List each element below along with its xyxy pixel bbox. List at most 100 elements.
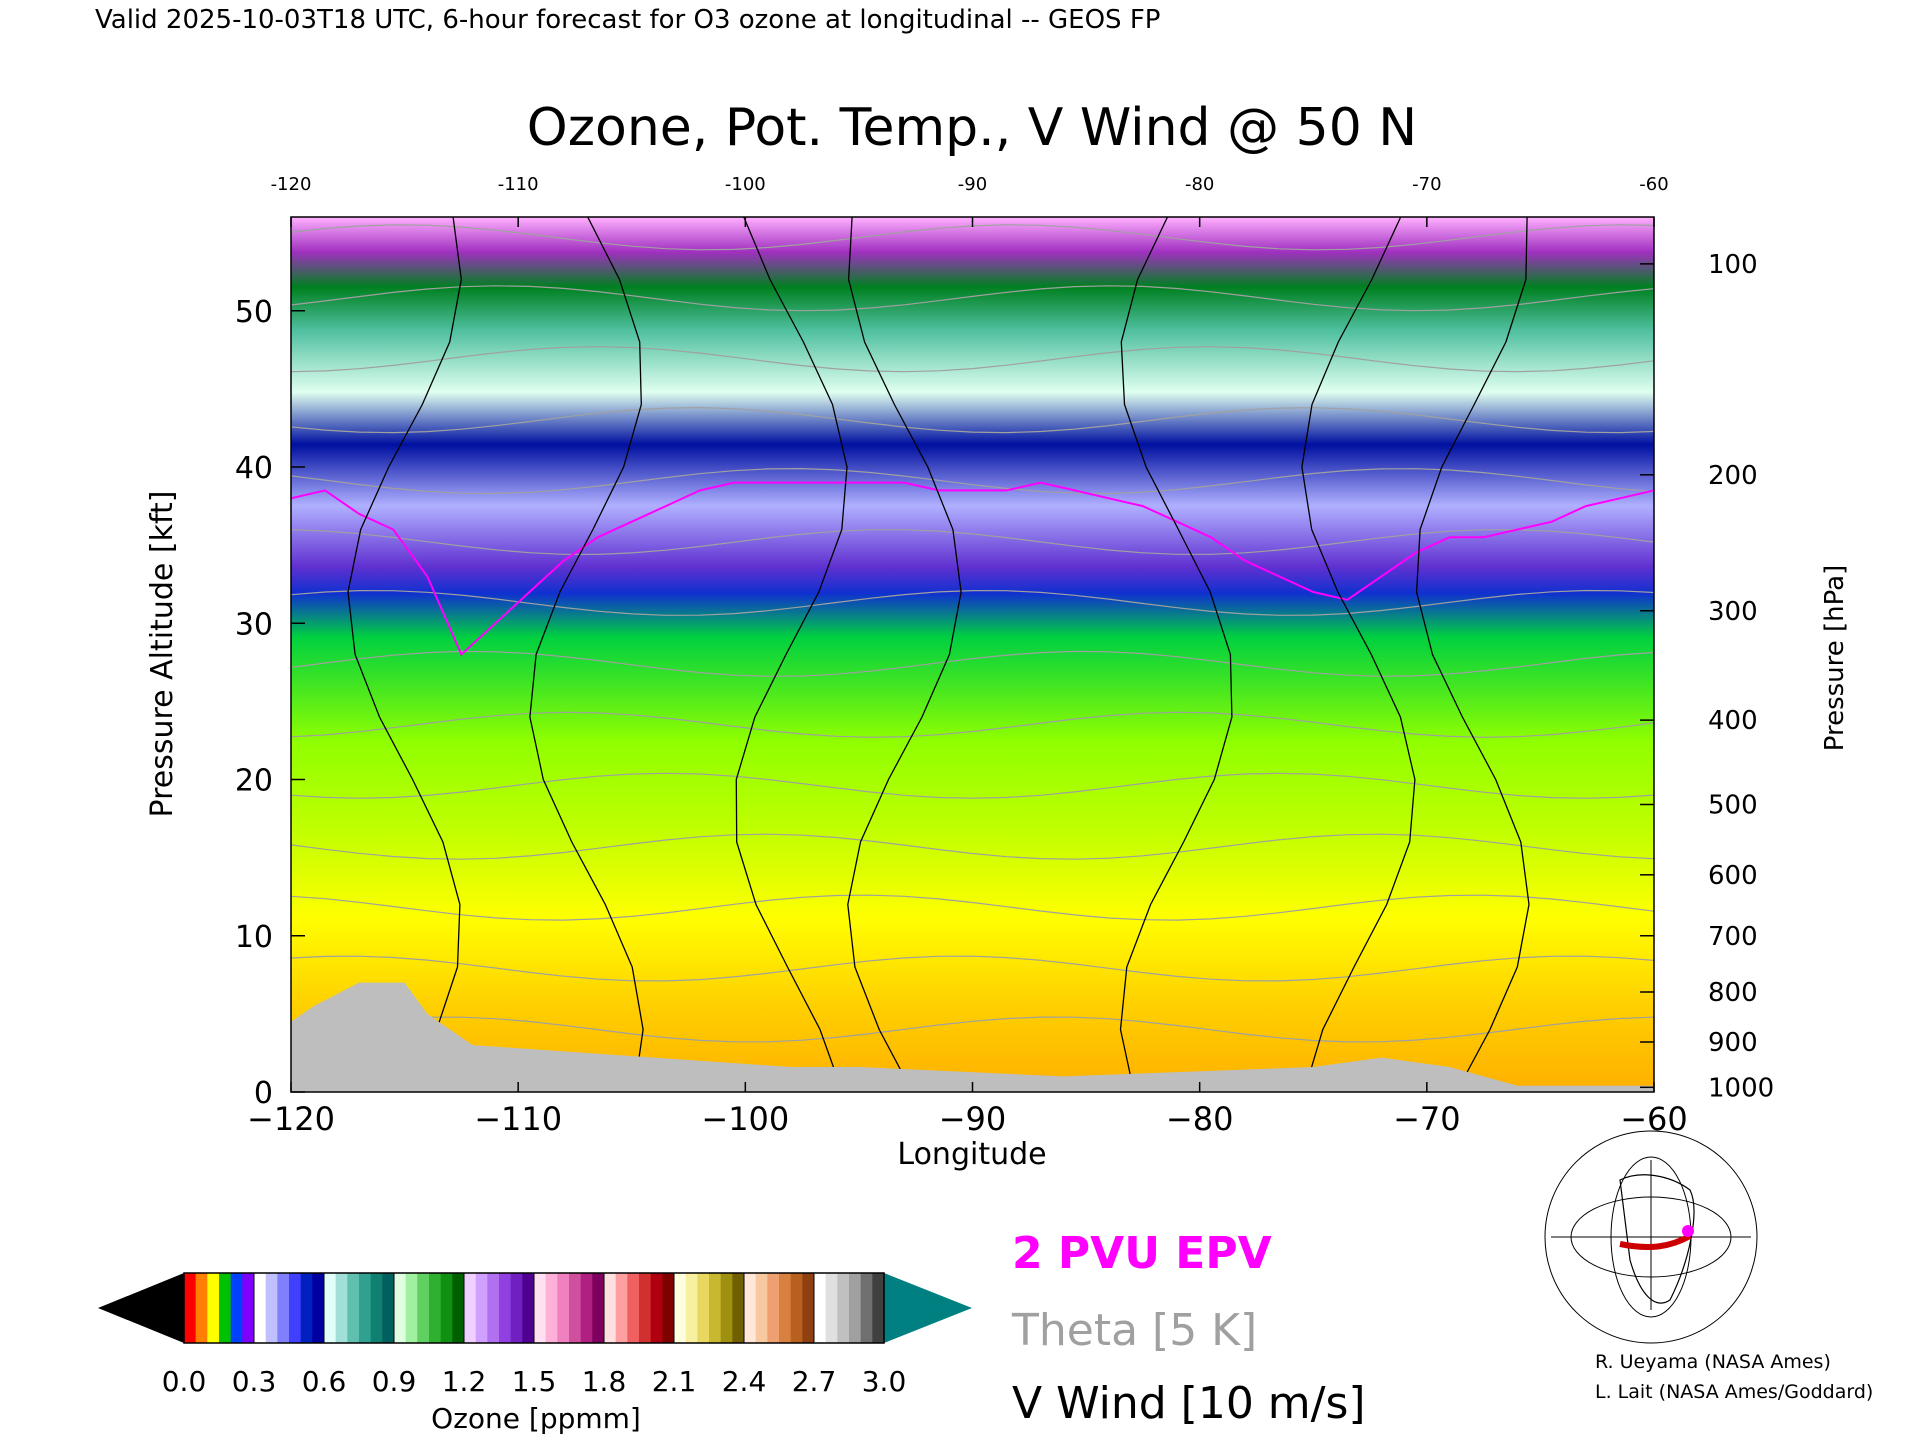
y2-axis-label: Pressure [hPa]	[1820, 565, 1850, 752]
legend-vwind: V Wind [10 m/s]	[1012, 1378, 1366, 1429]
colorbar-swatch	[592, 1273, 605, 1343]
x-top-tick-label: -80	[1185, 174, 1214, 195]
colorbar-swatch	[452, 1273, 465, 1343]
x-tick-label: −110	[474, 1100, 562, 1138]
y-axis-ticks: 0 10 20 30 40 50	[235, 295, 305, 1111]
colorbar-swatch	[335, 1273, 348, 1343]
colorbar-swatch	[359, 1273, 372, 1343]
colorbar-swatch	[254, 1273, 267, 1343]
colorbar-swatch	[487, 1273, 500, 1343]
credit-line-1: R. Ueyama (NASA Ames)	[1595, 1351, 1831, 1373]
colorbar-swatch	[790, 1273, 803, 1343]
colorbar-swatch	[685, 1273, 698, 1343]
epv-2pvu-contour	[291, 481, 1654, 657]
x-top-tick-label: -90	[958, 174, 987, 195]
x-tick-label: −70	[1393, 1100, 1461, 1138]
forecast-header: Valid 2025-10-03T18 UTC, 6-hour forecast…	[95, 5, 1160, 35]
colorbar-frame	[183, 1272, 885, 1344]
vwind-contour	[847, 217, 962, 1092]
colorbar-tick-label: 3.0	[862, 1365, 907, 1398]
pressure-axis-ticks: 100 200 300 400 500 600 700 800 900 1000	[1640, 250, 1774, 1103]
colorbar-swatch	[860, 1273, 873, 1343]
colorbar-tick-label: 0.6	[302, 1365, 347, 1398]
colorbar-swatch	[767, 1273, 780, 1343]
colorbar-swatch	[569, 1273, 582, 1343]
colorbar-swatch	[405, 1273, 418, 1343]
colorbar-swatch	[522, 1273, 535, 1343]
colorbar-swatch	[755, 1273, 768, 1343]
pressure-tick-label: 500	[1708, 791, 1758, 821]
colorbar-swatch	[709, 1273, 722, 1343]
vwind-contour	[1415, 217, 1530, 1092]
colorbar-swatch	[324, 1273, 337, 1343]
pressure-tick-label: 300	[1708, 597, 1758, 627]
colorbar-swatch	[464, 1273, 477, 1343]
colorbar-swatch	[429, 1273, 442, 1343]
y-tick-label: 0	[254, 1076, 273, 1111]
colorbar-swatch	[662, 1273, 675, 1343]
colorbar-swatch	[219, 1273, 232, 1343]
pressure-tick-label: 800	[1708, 978, 1758, 1008]
colorbar-swatch	[814, 1273, 827, 1343]
colorbar-tick-label: 1.5	[512, 1365, 557, 1398]
y-tick-label: 10	[235, 920, 273, 955]
ozone-colorbar: 0.0 0.3 0.6 0.9 1.2 1.5 1.8 2.1 2.4 2.7 3.0	[98, 1272, 972, 1398]
x-top-tick-label: -120	[271, 174, 312, 195]
colorbar-swatch	[370, 1273, 383, 1343]
colorbar-swatch	[650, 1273, 663, 1343]
colorbar-swatch	[440, 1273, 453, 1343]
colorbar-swatch	[697, 1273, 710, 1343]
theta-contour	[291, 772, 1654, 799]
inset-map	[1544, 1130, 1758, 1344]
colorbar-swatch	[195, 1273, 208, 1343]
colorbar-tick-label: 0.0	[162, 1365, 207, 1398]
theta-contour	[291, 346, 1654, 373]
colorbar-swatch	[300, 1273, 313, 1343]
colorbar-low-arrow	[98, 1273, 184, 1343]
theta-contour	[291, 711, 1654, 738]
colorbar-swatch	[779, 1273, 792, 1343]
colorbar-swatch	[674, 1273, 687, 1343]
colorbar-swatch	[499, 1273, 512, 1343]
y-tick-label: 50	[235, 295, 273, 330]
y-tick-label: 20	[235, 764, 273, 799]
colorbar-tick-label: 2.1	[652, 1365, 697, 1398]
x-top-tick-label: -70	[1412, 174, 1441, 195]
colorbar-swatch	[534, 1273, 547, 1343]
colorbar-swatch	[382, 1273, 395, 1343]
legend-theta: Theta [5 K]	[1011, 1305, 1257, 1356]
colorbar-swatch	[184, 1273, 197, 1343]
y-tick-label: 40	[235, 451, 273, 486]
pressure-tick-label: 900	[1708, 1028, 1758, 1058]
pressure-tick-label: 700	[1708, 922, 1758, 952]
colorbar-swatch	[277, 1273, 290, 1343]
vwind-contour	[347, 217, 462, 1092]
theta-contour	[291, 467, 1654, 495]
inset-location-marker	[1682, 1225, 1694, 1237]
colorbar-swatch	[744, 1273, 757, 1343]
chart-title: Ozone, Pot. Temp., V Wind @ 50 N	[527, 98, 1417, 158]
colorbar-swatch	[825, 1273, 838, 1343]
theta-contour	[291, 833, 1654, 860]
x-tick-label: −80	[1166, 1100, 1234, 1138]
legend-epv: 2 PVU EPV	[1012, 1228, 1272, 1279]
x-tick-label: −90	[939, 1100, 1007, 1138]
pressure-tick-label: 100	[1708, 250, 1758, 280]
colorbar-swatch	[720, 1273, 733, 1343]
vwind-contour	[1119, 217, 1233, 1092]
colorbar-swatch	[289, 1273, 302, 1343]
colorbar-swatch	[545, 1273, 558, 1343]
colorbar-swatch	[837, 1273, 850, 1343]
theta-contour	[291, 406, 1654, 434]
colorbar-swatch	[230, 1273, 243, 1343]
colorbar-swatch	[475, 1273, 488, 1343]
colorbar-tick-label: 2.4	[722, 1365, 767, 1398]
colorbar-tick-label: 0.3	[232, 1365, 277, 1398]
credit-line-2: L. Lait (NASA Ames/Goddard)	[1595, 1381, 1873, 1403]
theta-contour	[291, 285, 1654, 312]
theta-contour	[291, 894, 1654, 921]
x-tick-label: −100	[701, 1100, 789, 1138]
colorbar-swatch	[242, 1273, 255, 1343]
x-tick-label: −120	[247, 1100, 335, 1138]
